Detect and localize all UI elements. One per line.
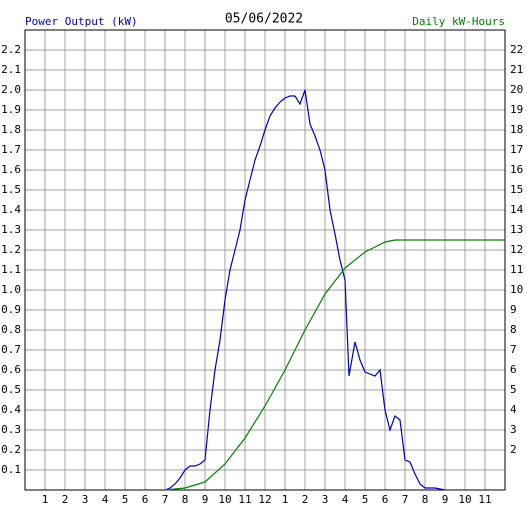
x-tick-label: 11 bbox=[478, 493, 491, 506]
y-tick-label: 1.1 bbox=[1, 263, 21, 276]
x-tick-label: 8 bbox=[182, 493, 189, 506]
y2-tick-label: 12 bbox=[510, 243, 523, 256]
y-tick-label: 1.4 bbox=[1, 203, 21, 216]
y2-tick-label: 16 bbox=[510, 163, 523, 176]
y-tick-label: 0.3 bbox=[1, 423, 21, 436]
y-tick-label: 0.2 bbox=[1, 443, 21, 456]
y-tick-label: 0.8 bbox=[1, 323, 21, 336]
x-tick-label: 5 bbox=[362, 493, 369, 506]
y-tick-label: 1.3 bbox=[1, 223, 21, 236]
series-line bbox=[164, 89, 446, 491]
x-tick-label: 2 bbox=[302, 493, 309, 506]
x-tick-label: 5 bbox=[122, 493, 129, 506]
y2-axis-label: Daily kW-Hours bbox=[412, 15, 505, 28]
y2-tick-label: 17 bbox=[510, 143, 523, 156]
y2-tick-label: 3 bbox=[510, 423, 517, 436]
x-tick-label: 4 bbox=[342, 493, 349, 506]
y-tick-label: 1.7 bbox=[1, 143, 21, 156]
y2-tick-label: 20 bbox=[510, 83, 523, 96]
x-tick-label: 10 bbox=[458, 493, 471, 506]
x-tick-label: 7 bbox=[402, 493, 409, 506]
y2-tick-label: 22 bbox=[510, 43, 523, 56]
y2-tick-label: 11 bbox=[510, 263, 523, 276]
x-tick-label: 3 bbox=[82, 493, 89, 506]
y2-tick-label: 9 bbox=[510, 303, 517, 316]
y-tick-label: 1.9 bbox=[1, 103, 21, 116]
y-tick-label: 0.4 bbox=[1, 403, 21, 416]
y-tick-label: 0.6 bbox=[1, 363, 21, 376]
y-tick-label: 2.2 bbox=[1, 43, 21, 56]
y2-tick-label: 19 bbox=[510, 103, 523, 116]
x-tick-label: 10 bbox=[218, 493, 231, 506]
x-tick-label: 9 bbox=[202, 493, 209, 506]
y-tick-label: 2.1 bbox=[1, 63, 21, 76]
y2-tick-label: 15 bbox=[510, 183, 523, 196]
y2-tick-label: 2 bbox=[510, 443, 517, 456]
x-tick-label: 9 bbox=[442, 493, 449, 506]
y-tick-label: 0.1 bbox=[1, 463, 21, 476]
y2-tick-label: 10 bbox=[510, 283, 523, 296]
y-tick-label: 1.2 bbox=[1, 243, 21, 256]
chart-title: 05/06/2022 bbox=[225, 12, 303, 27]
y-axis-label: Power Output (kW) bbox=[25, 15, 138, 28]
y-tick-label: 1.6 bbox=[1, 163, 21, 176]
y-tick-label: 0.9 bbox=[1, 303, 21, 316]
y2-tick-label: 13 bbox=[510, 223, 523, 236]
x-tick-label: 4 bbox=[102, 493, 109, 506]
y2-tick-label: 4 bbox=[510, 403, 517, 416]
y-tick-label: 0.7 bbox=[1, 343, 21, 356]
y-tick-label: 0.5 bbox=[1, 383, 21, 396]
y-tick-label: 2.0 bbox=[1, 83, 21, 96]
y2-tick-label: 5 bbox=[510, 383, 517, 396]
y2-tick-label: 6 bbox=[510, 363, 517, 376]
x-tick-label: 8 bbox=[422, 493, 429, 506]
y2-tick-label: 21 bbox=[510, 63, 523, 76]
x-tick-label: 7 bbox=[162, 493, 169, 506]
x-tick-label: 11 bbox=[238, 493, 251, 506]
x-tick-label: 3 bbox=[322, 493, 329, 506]
plot-frame bbox=[24, 29, 506, 491]
y2-tick-label: 18 bbox=[510, 123, 523, 136]
y2-tick-label: 8 bbox=[510, 323, 517, 336]
y-tick-label: 1.5 bbox=[1, 183, 21, 196]
y-tick-label: 1.8 bbox=[1, 123, 21, 136]
x-tick-label: 6 bbox=[382, 493, 389, 506]
x-tick-label: 1 bbox=[42, 493, 49, 506]
x-tick-label: 1 bbox=[282, 493, 289, 506]
x-tick-label: 6 bbox=[142, 493, 149, 506]
series-line bbox=[164, 239, 505, 491]
x-tick-label: 2 bbox=[62, 493, 69, 506]
y2-tick-label: 7 bbox=[510, 343, 517, 356]
y-tick-label: 1.0 bbox=[1, 283, 21, 296]
y2-tick-label: 14 bbox=[510, 203, 524, 216]
x-tick-label: 12 bbox=[258, 493, 271, 506]
